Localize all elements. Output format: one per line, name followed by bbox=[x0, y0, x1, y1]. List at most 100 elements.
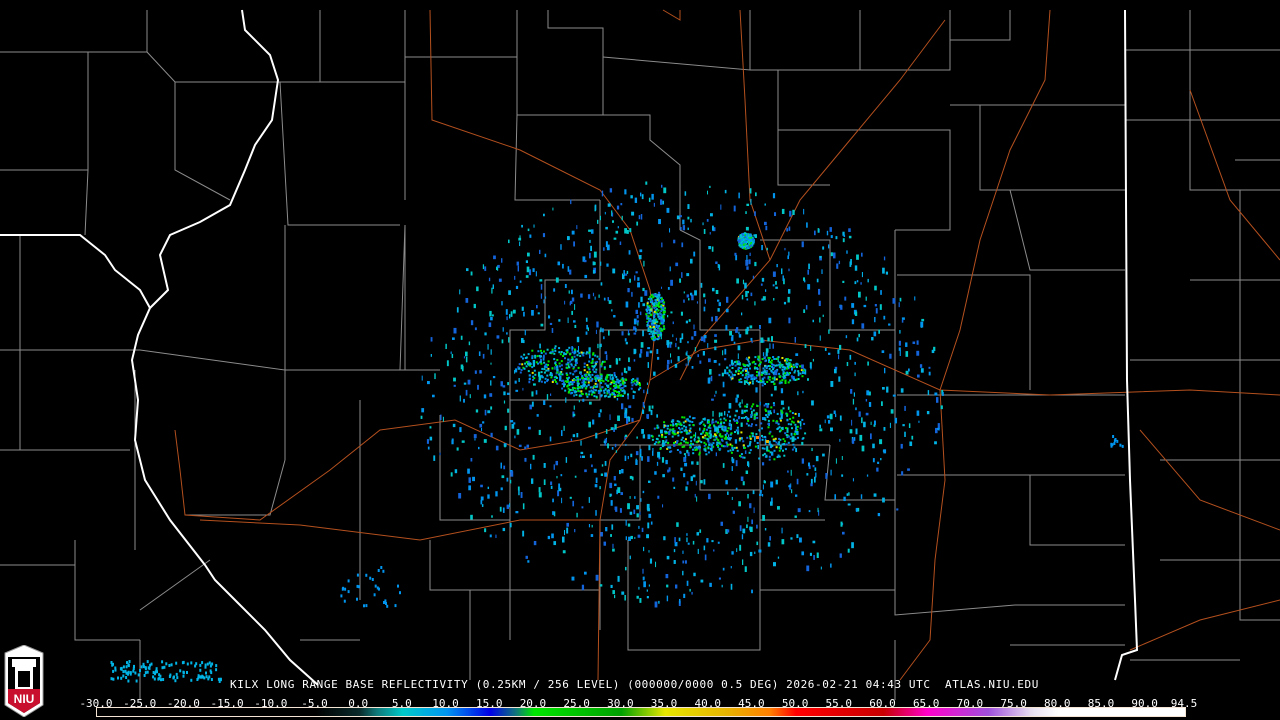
echo-pixel bbox=[749, 252, 751, 257]
echo-pixel bbox=[736, 422, 738, 424]
echo-pixel bbox=[543, 213, 545, 217]
echo-pixel bbox=[563, 425, 565, 431]
echo-pixel bbox=[796, 478, 799, 485]
echo-pixel bbox=[439, 452, 441, 456]
echo-pixel bbox=[599, 409, 602, 413]
echo-pixel bbox=[740, 422, 743, 427]
echo-pixel bbox=[536, 414, 539, 417]
echo-pixel bbox=[490, 362, 492, 365]
echo-pixel bbox=[487, 486, 490, 490]
echo-pixel bbox=[620, 394, 623, 397]
echo-pixel bbox=[600, 375, 603, 378]
echo-pixel bbox=[736, 419, 739, 422]
echo-pixel bbox=[699, 360, 702, 364]
echo-pixel bbox=[843, 496, 846, 502]
echo-pixel bbox=[768, 458, 771, 461]
echo-pixel bbox=[739, 405, 742, 408]
echo-pixel bbox=[722, 350, 724, 356]
echo-pixel bbox=[533, 541, 537, 546]
echo-pixel bbox=[638, 586, 640, 590]
echo-pixel bbox=[797, 391, 799, 396]
echo-pixel bbox=[647, 321, 649, 324]
echo-pixel bbox=[698, 439, 701, 442]
echo-pixel bbox=[739, 402, 741, 405]
echo-pixel bbox=[614, 483, 617, 487]
echo-pixel bbox=[629, 496, 631, 499]
echo-pixel bbox=[766, 440, 769, 443]
echo-pixel bbox=[642, 409, 645, 414]
echo-pixel bbox=[812, 319, 815, 323]
echo-pixel bbox=[782, 449, 784, 452]
echo-pixel bbox=[795, 494, 798, 497]
echo-pixel bbox=[663, 301, 666, 304]
echo-pixel bbox=[125, 671, 128, 675]
echo-pixel bbox=[804, 344, 807, 348]
echo-pixel bbox=[715, 452, 718, 457]
echo-pixel bbox=[734, 439, 738, 444]
echo-pixel bbox=[481, 504, 484, 507]
echo-pixel bbox=[768, 455, 771, 458]
echo-pixel bbox=[592, 419, 595, 425]
echo-pixel bbox=[737, 370, 740, 372]
echo-pixel bbox=[803, 279, 806, 283]
echo-pixel bbox=[651, 438, 654, 441]
echo-pixel bbox=[603, 391, 606, 394]
echo-pixel bbox=[669, 428, 672, 431]
echo-pixel bbox=[573, 378, 576, 381]
echo-pixel bbox=[651, 405, 654, 409]
echo-pixel bbox=[133, 664, 135, 668]
echo-pixel bbox=[543, 354, 545, 359]
echo-pixel bbox=[566, 361, 569, 364]
echo-pixel bbox=[799, 427, 802, 430]
echo-pixel bbox=[865, 296, 867, 301]
echo-pixel bbox=[709, 232, 711, 235]
echo-pixel bbox=[152, 675, 155, 679]
echo-pixel bbox=[554, 366, 556, 370]
echo-pixel bbox=[583, 362, 586, 365]
echo-pixel bbox=[882, 497, 885, 503]
echo-pixel bbox=[744, 450, 747, 454]
echo-pixel bbox=[480, 499, 483, 505]
echo-pixel bbox=[747, 371, 750, 374]
echo-pixel bbox=[789, 210, 792, 217]
echo-pixel bbox=[536, 305, 538, 309]
colorbar-label: 70.0 bbox=[956, 697, 984, 710]
echo-pixel bbox=[657, 302, 660, 305]
echo-pixel bbox=[569, 353, 571, 356]
echo-pixel bbox=[631, 476, 634, 481]
echo-pixel bbox=[767, 376, 770, 379]
echo-pixel bbox=[603, 389, 605, 392]
echo-pixel bbox=[647, 434, 651, 440]
echo-pixel bbox=[731, 374, 734, 377]
echo-pixel bbox=[667, 315, 669, 318]
echo-pixel bbox=[787, 296, 790, 303]
echo-pixel bbox=[554, 345, 557, 348]
echo-pixel bbox=[580, 293, 583, 298]
echo-pixel bbox=[726, 366, 729, 369]
echo-pixel bbox=[524, 357, 527, 359]
echo-pixel bbox=[627, 523, 631, 527]
echo-pixel bbox=[778, 449, 781, 452]
echo-pixel bbox=[703, 306, 706, 312]
echo-pixel bbox=[679, 450, 682, 453]
echo-pixel bbox=[745, 470, 749, 475]
echo-pixel bbox=[681, 333, 684, 340]
echo-pixel bbox=[552, 511, 555, 515]
state-border bbox=[0, 234, 151, 309]
echo-pixel bbox=[848, 235, 852, 239]
echo-pixel bbox=[743, 234, 746, 237]
echo-pixel bbox=[432, 394, 435, 398]
echo-pixel bbox=[620, 388, 622, 391]
echo-pixel bbox=[780, 400, 784, 405]
echo-pixel bbox=[771, 451, 774, 456]
echo-pixel bbox=[797, 371, 800, 377]
echo-pixel bbox=[791, 489, 793, 494]
echo-pixel bbox=[696, 496, 698, 502]
echo-pixel bbox=[682, 550, 684, 554]
echo-pixel bbox=[744, 364, 746, 367]
echo-pixel bbox=[612, 393, 615, 396]
county-border bbox=[640, 444, 760, 491]
echo-pixel bbox=[792, 416, 795, 419]
echo-pixel bbox=[731, 458, 735, 464]
